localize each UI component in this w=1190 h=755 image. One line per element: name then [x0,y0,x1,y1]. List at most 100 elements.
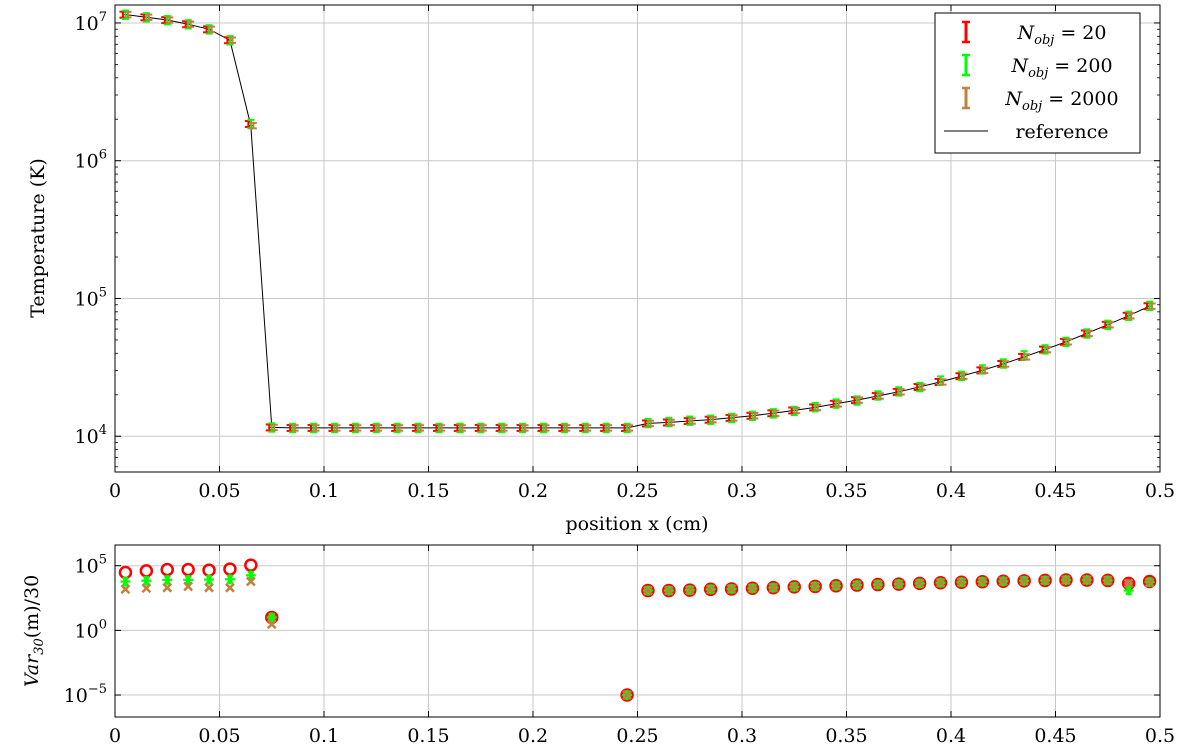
bottom-x-tick-label: 0.2 [518,725,548,747]
legend-entry-4: reference [944,121,1109,143]
error-bar [981,366,989,375]
legend-label: Nobj = 200 [1010,55,1112,81]
error-bar [605,424,613,432]
scatter-point [1123,578,1134,589]
error-bar [479,424,487,432]
cross-stroke [852,580,862,590]
scatter-point [244,558,258,572]
scatter-point [160,562,174,577]
bottom-y-tick-label: 105 [75,553,107,578]
cross-stroke [831,580,841,591]
error-bar [793,406,801,415]
legend: Nobj = 20 Nobj = 200 Nobj = 2000 reference [934,12,1141,154]
scatter-point [224,574,235,585]
cross-stroke [914,578,925,589]
error-bar [333,424,341,432]
scatter-point [747,583,758,594]
bottom-x-tick-label: 0.4 [936,725,966,747]
legend-label: reference [1015,121,1108,143]
bottom-axis-ticks [114,545,1161,717]
scatter-point [120,576,131,587]
error-bar [563,424,571,432]
error-bar [437,424,445,432]
error-bar [709,415,717,424]
error-bar [187,20,195,28]
scatter-point [1061,575,1071,585]
scatter-point [1102,575,1113,586]
cross-stroke [810,581,821,592]
cross-stroke [1123,578,1134,589]
error-bar [1023,353,1031,361]
cross-stroke [1144,577,1155,588]
cross-stroke [684,585,695,595]
scatter-point [893,579,904,589]
scatter-point [162,574,173,585]
error-bar [228,36,236,44]
error-bar [876,392,884,400]
error-bar [1106,321,1114,329]
scatter-point [768,582,779,593]
cross-stroke [1040,575,1050,586]
error-bar [626,424,634,432]
top-axis-ticks [114,5,1161,472]
top-x-tick-label: 0.2 [518,480,548,502]
cross-stroke [705,584,716,595]
scatter-point [225,582,235,593]
top-x-tick-label: 0.1 [309,480,339,502]
scatter-point [120,584,131,595]
legend-entry-2: Nobj = 200 [962,53,1113,81]
cross-stroke [1061,575,1071,585]
bottom-x-tick-label: 0.3 [727,725,757,747]
top-x-tick-label: 0.4 [936,480,966,502]
cross-stroke [998,576,1009,587]
top-x-tick-label: 0 [109,480,121,502]
bottom-x-tick-label: 0.35 [825,725,867,747]
bottom-x-tick-label: 0.5 [1145,725,1175,747]
bottom-y-tick-labels: 10−5 100 105 [64,553,107,707]
scatter-point [663,585,674,596]
top-x-axis-label: position x (cm) [565,513,708,535]
error-bar [521,424,529,432]
cross-stroke [789,582,800,592]
top-error-series [119,9,1156,434]
legend-label: Nobj = 2000 [1004,88,1118,114]
legend-entry-3: Nobj = 2000 [962,86,1119,114]
bottom-x-tick-labels: 0 0.05 0.1 0.15 0.2 0.25 0.3 0.35 0.4 0.45 0.5 [109,725,1175,747]
error-bar [772,409,780,417]
error-bar [124,10,132,19]
scatter-point [162,582,173,593]
error-bar [730,414,738,422]
top-y-axis-label: Temperature (K) [27,158,49,318]
cross-stroke [141,583,152,594]
bottom-y-label-sub: 30 [32,638,47,655]
top-x-tick-label: 0.35 [825,480,867,502]
cross-stroke [245,576,256,587]
bottom-y-tick-label: 100 [75,617,107,642]
error-bar [500,424,508,432]
scatter-point [202,563,216,577]
cross-stroke [183,581,194,592]
bottom-y-tick-label: 10−5 [64,682,107,707]
bottom-x-tick-label: 0.1 [309,725,339,747]
scatter-point [266,619,277,630]
scatter-point [935,577,946,588]
scatter-point [1081,575,1092,585]
error-bar [458,424,466,432]
error-bar [960,372,968,380]
error-bar [1085,329,1093,338]
error-bar [249,121,257,130]
cross-stroke [956,577,967,588]
top-x-tick-label: 0.3 [727,480,757,502]
error-bar [584,424,592,432]
scatter-point [139,564,154,578]
top-y-tick-label: 106 [75,148,107,173]
legend-box [934,12,1141,154]
top-y-tick-label: 104 [75,423,107,448]
error-bar [208,25,216,34]
bottom-x-tick-label: 0.45 [1034,725,1076,747]
error-bar [667,418,675,427]
scatter-point [622,690,632,700]
error-bar [542,424,550,432]
scatter-point [183,574,194,585]
cross-stroke [120,584,131,595]
